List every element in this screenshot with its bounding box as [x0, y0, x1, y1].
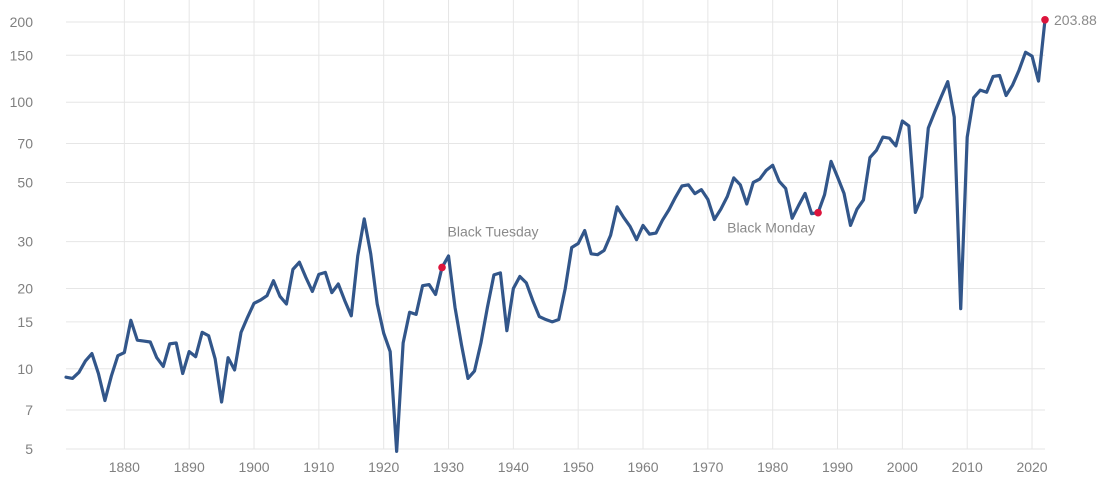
x-tick-label-1980: 1980	[757, 459, 788, 475]
x-tick-label-1890: 1890	[174, 459, 205, 475]
x-tick-label-1880: 1880	[109, 459, 140, 475]
x-tick-label-1940: 1940	[498, 459, 529, 475]
x-tick-label-1920: 1920	[368, 459, 399, 475]
x-tick-label-1900: 1900	[238, 459, 269, 475]
annotation-label-black-tuesday: Black Tuesday	[448, 223, 539, 239]
series-line-0	[64, 18, 1047, 453]
x-tick-label-1960: 1960	[627, 459, 658, 475]
annotation-label-203-88: 203.88	[1054, 12, 1097, 28]
annotation-label-black-monday: Black Monday	[727, 220, 815, 236]
y-tick-label-5: 5	[25, 441, 33, 457]
y-tick-label-20: 20	[17, 281, 33, 297]
y-tick-label-50: 50	[17, 174, 33, 190]
x-tick-label-1970: 1970	[692, 459, 723, 475]
y-tick-label-150: 150	[10, 47, 34, 63]
marker-black-tuesday	[438, 263, 446, 272]
y-tick-label-100: 100	[10, 94, 34, 110]
x-tick-label-2010: 2010	[952, 459, 983, 475]
x-tick-label-2020: 2020	[1016, 459, 1047, 475]
y-tick-label-10: 10	[17, 361, 33, 377]
y-tick-label-70: 70	[17, 136, 33, 152]
x-tick-label-1950: 1950	[563, 459, 594, 475]
x-tick-label-1910: 1910	[303, 459, 334, 475]
x-tick-label-1990: 1990	[822, 459, 853, 475]
x-tick-label-2000: 2000	[887, 459, 918, 475]
horizontal-gridlines	[66, 21, 1045, 450]
x-tick-label-1930: 1930	[433, 459, 464, 475]
marker-black-monday	[814, 208, 822, 217]
y-tick-label-200: 200	[10, 14, 34, 30]
series-group	[64, 18, 1047, 453]
vertical-gridlines	[123, 0, 1033, 449]
marker-203-88	[1041, 15, 1049, 24]
y-tick-label-15: 15	[17, 314, 33, 330]
y-axis-tick-labels: 5 7 10 15 20 30 50 70 100 150 200	[10, 14, 34, 457]
x-axis-tick-labels: 1880 1890 1900 1910 1920 1930 1940 1950 1960 1970…	[109, 459, 1048, 475]
annotations-group: Black Tuesday Black Monday 203.88	[438, 12, 1097, 272]
y-tick-label-7: 7	[25, 402, 33, 418]
y-tick-label-30: 30	[17, 234, 33, 250]
